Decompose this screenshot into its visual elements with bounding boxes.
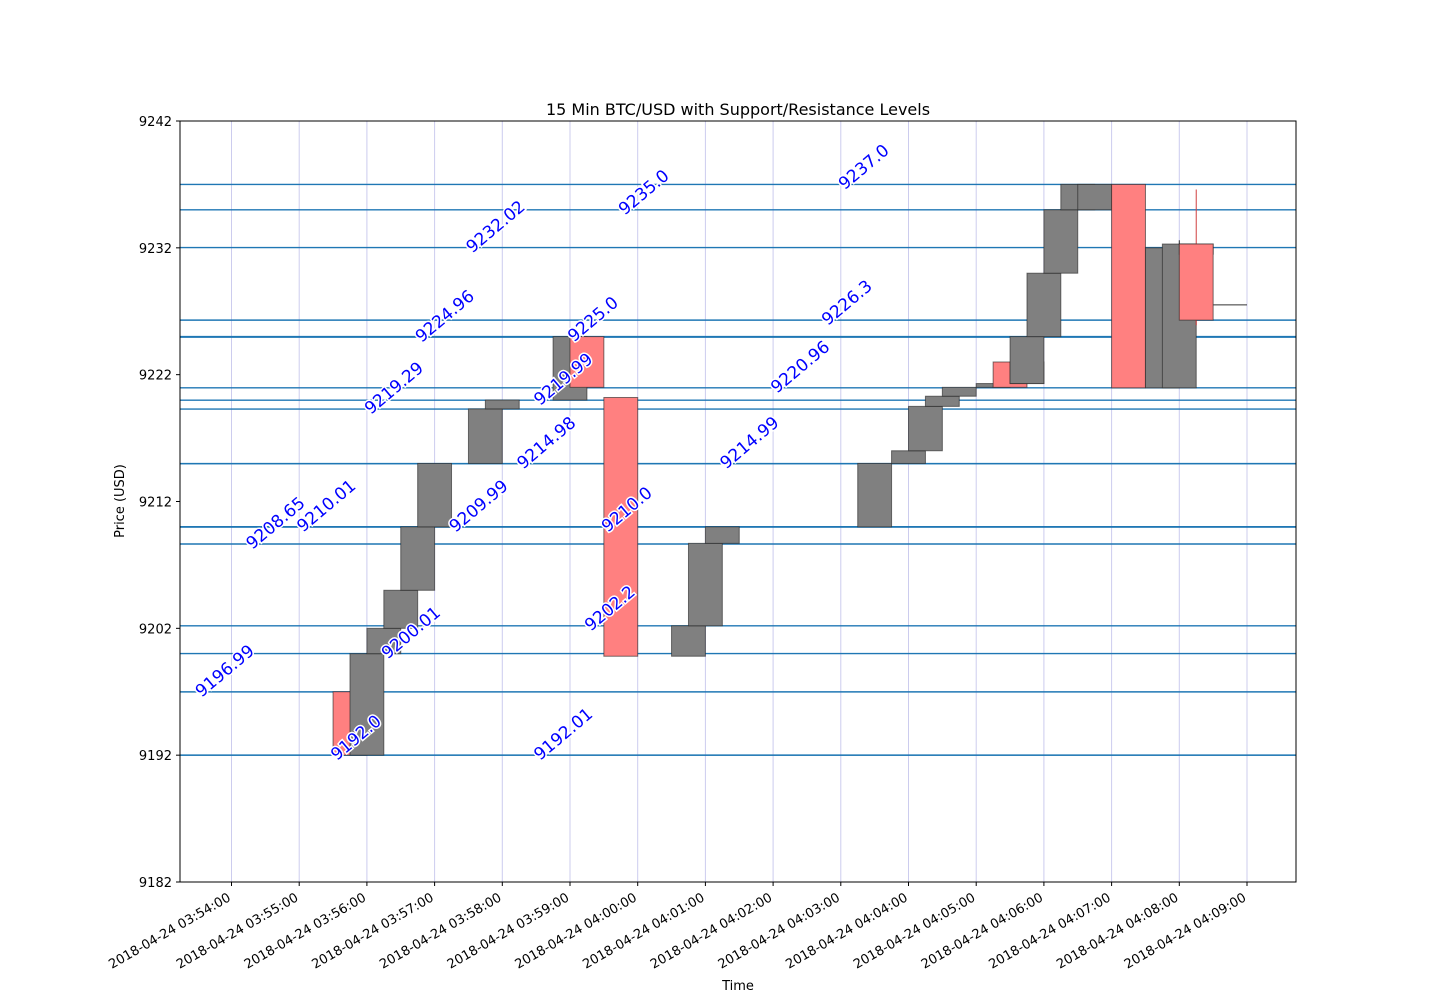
x-tick-label: 2018-04-24 03:57:00: [310, 890, 437, 972]
level-label: 9196.99: [192, 641, 259, 702]
x-tick-label: 2018-04-24 04:03:00: [716, 890, 843, 972]
x-tick-label: 2018-04-24 03:55:00: [174, 890, 301, 972]
candle-body: [1026, 272, 1062, 338]
y-tick-label: 9182: [139, 876, 172, 891]
x-tick-label: 2018-04-24 04:05:00: [851, 890, 978, 972]
x-tick-label: 2018-04-24 04:02:00: [648, 890, 775, 972]
chart-title: 15 Min BTC/USD with Support/Resistance L…: [546, 100, 930, 119]
x-tick-label: 2018-04-24 04:04:00: [783, 890, 910, 972]
candle-body: [687, 542, 723, 627]
candle-body: [603, 396, 639, 657]
level-label: 9237.0: [835, 141, 893, 195]
y-tick-label: 9242: [139, 115, 172, 130]
x-tick-label: 2018-04-24 04:09:00: [1122, 890, 1249, 972]
x-axis-label: Time: [721, 979, 754, 994]
candle-body: [484, 399, 520, 410]
candle-body: [941, 386, 977, 397]
candle-body: [366, 627, 402, 655]
candle-body: [400, 526, 436, 591]
level-label: 9220.96: [767, 337, 834, 398]
y-axis: 9182 9192 9202 9212 9222 9232 9242: [139, 115, 180, 891]
x-tick-label: 2018-04-24 04:01:00: [580, 890, 707, 972]
candle-body: [383, 589, 419, 629]
candle-body: [924, 395, 960, 407]
x-tick-label: 2018-04-24 03:56:00: [242, 890, 369, 972]
y-tick-label: 9212: [139, 496, 172, 511]
candle-body: [891, 450, 926, 464]
level-label: 9226.3: [818, 276, 876, 330]
level-label: 9224.96: [412, 286, 479, 347]
candle-body: [671, 625, 706, 657]
candle-body: [1009, 336, 1045, 385]
level-label: 9219.29: [361, 358, 428, 419]
x-tick-label: 2018-04-24 04:07:00: [987, 890, 1114, 972]
candle-body: [467, 408, 503, 464]
y-tick-label: 9192: [139, 749, 172, 764]
candle-body: [1043, 209, 1079, 274]
x-tick-label: 2018-04-24 04:00:00: [513, 890, 640, 972]
candle-body: [1077, 183, 1113, 211]
level-label: 9235.0: [615, 166, 673, 220]
y-axis-label: Price (USD): [113, 464, 128, 538]
y-tick-label: 9202: [139, 622, 172, 637]
gridlines: [231, 121, 1248, 882]
x-tick-label: 2018-04-24 03:59:00: [445, 890, 572, 972]
candle-body: [417, 462, 453, 528]
x-tick-label: 2018-04-24 04:06:00: [919, 890, 1046, 972]
candle-body: [1178, 243, 1214, 321]
candle-body: [704, 526, 740, 544]
y-tick-label: 9232: [139, 242, 172, 257]
level-label: 9232.02: [463, 197, 530, 258]
candle-body: [857, 462, 893, 528]
x-tick-label: 2018-04-24 03:58:00: [377, 890, 504, 972]
x-tick-label: 2018-04-24 04:08:00: [1054, 890, 1181, 972]
x-tick-label: 2018-04-24 03:54:00: [106, 890, 233, 972]
candle-body: [569, 336, 605, 388]
candle-body: [1111, 183, 1146, 389]
candles: [332, 183, 1247, 756]
candle-body: [349, 653, 385, 756]
candle-body: [908, 405, 943, 452]
y-tick-label: 9222: [139, 369, 172, 384]
